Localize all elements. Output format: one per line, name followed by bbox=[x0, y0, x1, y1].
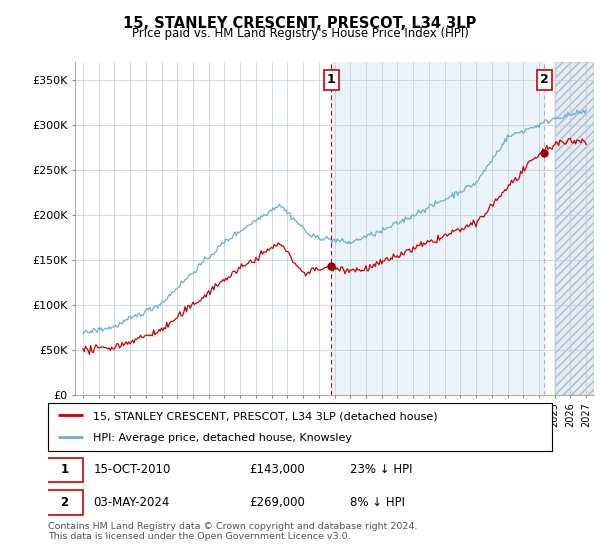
FancyBboxPatch shape bbox=[46, 491, 83, 515]
Text: 23% ↓ HPI: 23% ↓ HPI bbox=[350, 464, 413, 477]
Text: 1: 1 bbox=[61, 464, 68, 477]
Text: 2: 2 bbox=[540, 73, 549, 86]
Bar bbox=[554, 62, 594, 395]
Text: 03-MAY-2024: 03-MAY-2024 bbox=[94, 496, 170, 509]
FancyBboxPatch shape bbox=[46, 458, 83, 482]
Text: 15-OCT-2010: 15-OCT-2010 bbox=[94, 464, 171, 477]
Text: 15, STANLEY CRESCENT, PRESCOT, L34 3LP (detached house): 15, STANLEY CRESCENT, PRESCOT, L34 3LP (… bbox=[94, 411, 438, 421]
Text: £143,000: £143,000 bbox=[250, 464, 305, 477]
Text: HPI: Average price, detached house, Knowsley: HPI: Average price, detached house, Know… bbox=[94, 433, 352, 444]
Text: Contains HM Land Registry data © Crown copyright and database right 2024.
This d: Contains HM Land Registry data © Crown c… bbox=[48, 522, 418, 542]
Text: 15, STANLEY CRESCENT, PRESCOT, L34 3LP: 15, STANLEY CRESCENT, PRESCOT, L34 3LP bbox=[124, 16, 476, 31]
Bar bbox=[331, 62, 544, 395]
Text: Price paid vs. HM Land Registry's House Price Index (HPI): Price paid vs. HM Land Registry's House … bbox=[131, 27, 469, 40]
Bar bbox=[554, 62, 594, 395]
Text: £269,000: £269,000 bbox=[250, 496, 305, 509]
Text: 1: 1 bbox=[327, 73, 336, 86]
Text: 8% ↓ HPI: 8% ↓ HPI bbox=[350, 496, 406, 509]
Text: 2: 2 bbox=[61, 496, 68, 509]
